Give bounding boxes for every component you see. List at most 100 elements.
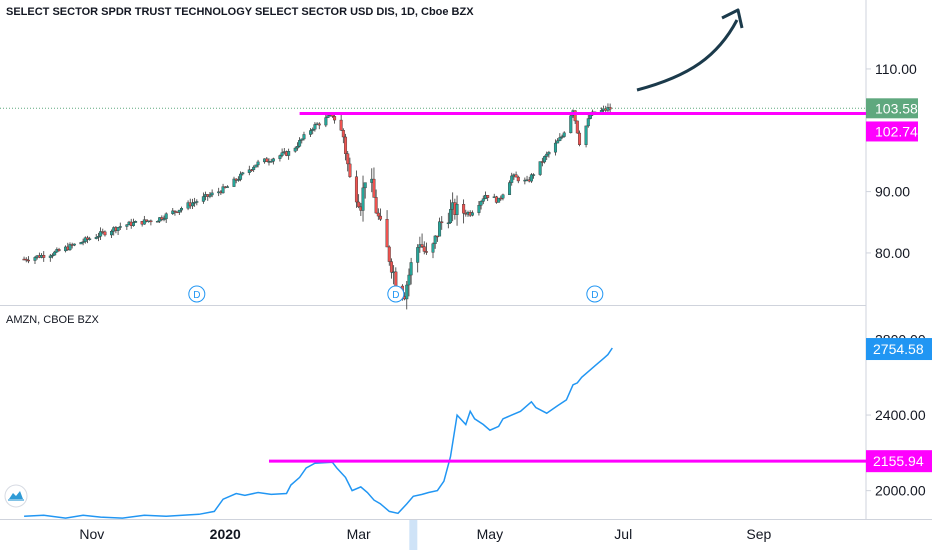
candle	[569, 115, 573, 134]
svg-text:2754.58: 2754.58	[873, 341, 924, 357]
candle	[608, 103, 612, 113]
candle	[254, 164, 258, 168]
candle	[558, 133, 562, 142]
candle	[88, 236, 92, 241]
amzn-last-price-badge: 2754.58	[866, 338, 932, 361]
candle	[293, 146, 297, 153]
candle	[339, 113, 343, 131]
candle	[57, 247, 61, 252]
candle	[354, 170, 358, 208]
candle	[164, 212, 168, 223]
amzn-tick-label: 2000.00	[875, 483, 926, 499]
candle	[556, 138, 560, 144]
time-crosshair-highlight	[409, 520, 418, 550]
dividend-marker-icon[interactable]: D	[387, 285, 405, 303]
candle	[497, 197, 501, 203]
candle	[313, 122, 317, 132]
candle	[48, 253, 52, 262]
candle	[236, 176, 240, 182]
candle	[225, 185, 229, 188]
candle	[81, 238, 85, 246]
svg-text:102.74: 102.74	[875, 123, 918, 139]
candle	[247, 165, 251, 176]
candle	[547, 150, 551, 158]
candle	[529, 173, 533, 183]
candle	[407, 268, 411, 297]
time-tick-label: Jul	[614, 526, 632, 542]
candle	[72, 243, 76, 247]
main-chart-title: SELECT SECTOR SPDR TRUST TECHNOLOGY SELE…	[6, 6, 474, 18]
candle	[510, 172, 514, 186]
candle	[372, 167, 376, 198]
candle	[389, 258, 393, 279]
candle	[171, 208, 175, 215]
curved-up-arrow-icon	[636, 8, 744, 92]
amzn-price-line[interactable]	[24, 347, 613, 519]
candle	[481, 195, 485, 205]
candle	[99, 227, 103, 241]
candle	[446, 212, 450, 229]
candle	[118, 222, 122, 231]
candle	[545, 151, 549, 161]
candle	[387, 245, 391, 266]
candle	[363, 182, 367, 199]
candle	[173, 210, 177, 216]
candle	[586, 114, 590, 128]
amzn-resistance-badge: 2155.94	[866, 450, 932, 473]
candle	[134, 220, 138, 223]
time-tick-label: Nov	[79, 526, 104, 542]
candle	[438, 217, 442, 237]
candle	[24, 257, 28, 263]
candle	[195, 199, 199, 206]
candle	[420, 233, 424, 249]
svg-text:D: D	[591, 290, 598, 301]
candle	[424, 242, 428, 255]
candle	[405, 281, 409, 310]
resistance-price-badge: 102.74	[866, 121, 918, 142]
price-tick-label: 110.00	[875, 61, 917, 77]
candle	[455, 195, 459, 226]
candle	[302, 131, 306, 141]
price-scale[interactable]: 80.0090.00110.00103.58102.742800.002000.…	[866, 61, 932, 499]
candle	[269, 158, 273, 163]
candle	[155, 220, 159, 223]
tradingview-logo-icon[interactable]	[4, 484, 28, 508]
candle	[578, 130, 582, 147]
time-tick-label: Mar	[347, 526, 371, 542]
candle	[232, 176, 236, 187]
dividend-marker-icon[interactable]: D	[586, 285, 604, 303]
dividend-marker-icon[interactable]: D	[188, 285, 206, 303]
candle	[553, 139, 557, 156]
candle	[374, 189, 378, 214]
candle	[221, 183, 225, 194]
candle	[341, 128, 345, 144]
candle	[379, 208, 383, 222]
amzn-pane[interactable]	[24, 347, 866, 519]
candle	[180, 206, 184, 213]
candle	[486, 195, 490, 202]
candle	[376, 208, 380, 220]
candle	[208, 192, 212, 199]
candle	[190, 198, 194, 209]
candle	[96, 232, 100, 242]
candle	[116, 227, 120, 236]
time-tick-label: 2020	[210, 526, 241, 542]
candle	[110, 229, 114, 238]
candle	[26, 256, 30, 264]
candle	[575, 120, 579, 134]
candle	[278, 154, 282, 162]
candle	[241, 171, 245, 176]
candle	[160, 215, 164, 222]
candle	[431, 242, 435, 259]
time-scale[interactable]: Nov 2020 Mar May Jul Sep	[79, 526, 771, 542]
last-price-badge: 103.58	[866, 98, 918, 119]
candle	[280, 148, 284, 158]
price-tick-label: 80.00	[875, 245, 910, 261]
candle	[201, 192, 205, 204]
candle	[68, 242, 72, 251]
amzn-tick-label: 2400.00	[875, 407, 926, 423]
candle	[562, 131, 566, 138]
candle	[142, 215, 146, 225]
